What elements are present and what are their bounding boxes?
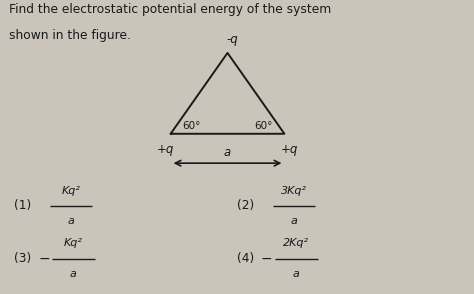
Text: (2): (2): [237, 199, 254, 212]
Text: shown in the figure.: shown in the figure.: [9, 29, 131, 42]
Text: 60°: 60°: [182, 121, 201, 131]
Text: 3Kq²: 3Kq²: [281, 186, 307, 196]
Text: +q: +q: [281, 143, 298, 156]
Text: +q: +q: [157, 143, 174, 156]
Text: (4): (4): [237, 252, 254, 265]
Text: Kq²: Kq²: [62, 186, 81, 196]
Text: a: a: [224, 146, 231, 159]
Text: Find the electrostatic potential energy of the system: Find the electrostatic potential energy …: [9, 3, 332, 16]
Text: a: a: [70, 269, 77, 279]
Text: -q: -q: [227, 33, 238, 46]
Text: Kq²: Kq²: [64, 238, 83, 248]
Text: 60°: 60°: [254, 121, 273, 131]
Text: (3): (3): [14, 252, 31, 265]
Text: a: a: [293, 269, 300, 279]
Text: −: −: [38, 252, 50, 266]
Text: (1): (1): [14, 199, 31, 212]
Text: a: a: [68, 216, 74, 226]
Text: 2Kq²: 2Kq²: [283, 238, 309, 248]
Text: −: −: [261, 252, 273, 266]
Text: a: a: [291, 216, 297, 226]
